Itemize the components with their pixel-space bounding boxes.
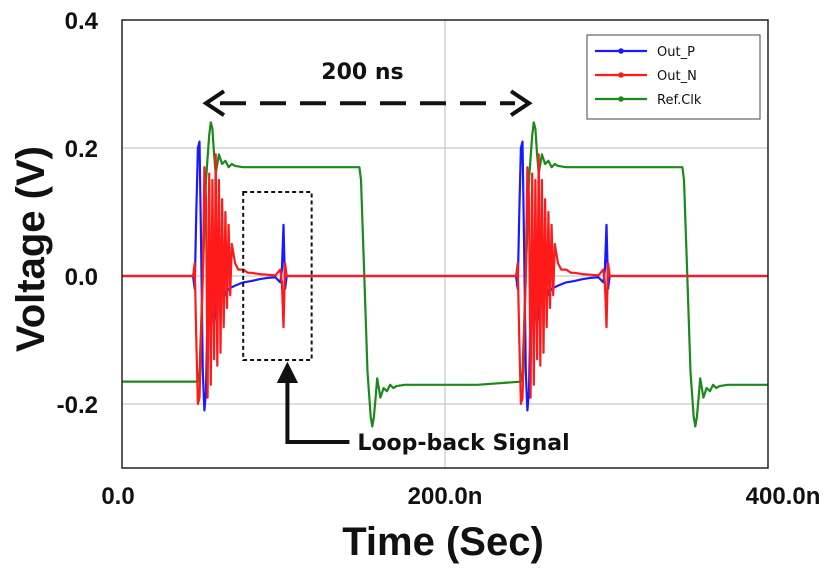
arrow-head-left xyxy=(202,89,226,117)
legend-label: Ref.Clk xyxy=(657,93,702,108)
arrow-head-right xyxy=(509,89,533,117)
plot-frame xyxy=(121,19,769,469)
x-tick-label: 200.0n xyxy=(408,483,483,510)
y-tick-label: 0.4 xyxy=(65,8,99,35)
x-axis-label: Time (Sec) xyxy=(342,520,544,564)
series-line-ref-clk xyxy=(122,121,768,428)
legend-marker xyxy=(618,96,624,102)
y-tick-label: -0.2 xyxy=(57,392,98,419)
x-tick-label: 0.0 xyxy=(101,483,134,510)
annotation-200ns: 200 ns xyxy=(321,60,403,85)
legend: Out_P Out_N Ref.Clk xyxy=(586,34,761,120)
y-axis-label: Voltage (V) xyxy=(9,146,53,352)
annotation-loop-back: Loop-back Signal xyxy=(357,431,569,456)
legend-marker xyxy=(618,48,624,54)
legend-label: Out_N xyxy=(657,69,697,84)
legend-marker xyxy=(618,72,624,78)
y-tick-label: 0.2 xyxy=(65,136,98,163)
loop-back-arrow-head xyxy=(276,361,299,383)
series-line-out-n xyxy=(122,153,768,406)
loop-back-arrow xyxy=(285,374,350,444)
legend-label: Out_P xyxy=(657,45,695,60)
x-tick-label: 400.0n xyxy=(746,483,821,510)
tick-labels: -0.2 0.0 0.2 0.4 0.0 200.0n 400.0n xyxy=(57,8,821,510)
series-lines xyxy=(122,121,768,428)
legend-box xyxy=(586,34,761,120)
y-tick-label: 0.0 xyxy=(65,264,98,291)
loop-back-box xyxy=(242,191,313,361)
annotations: 200 ns Loop-back Signal xyxy=(202,60,570,456)
